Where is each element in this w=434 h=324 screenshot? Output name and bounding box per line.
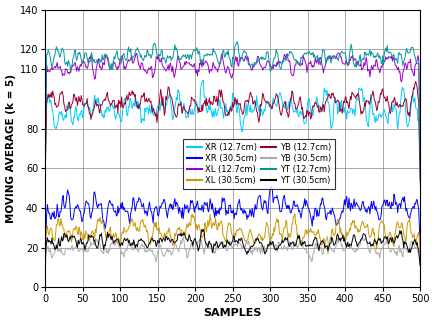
Legend: XR (12.7cm), XR (30.5cm), XL (12.7cm), XL (30.5cm), YB (12.7cm), YB (30.5cm), YT: XR (12.7cm), XR (30.5cm), XL (12.7cm), X… [182,139,334,189]
X-axis label: SAMPLES: SAMPLES [203,308,261,318]
Y-axis label: MOVING AVERAGE (k = 5): MOVING AVERAGE (k = 5) [6,74,16,223]
